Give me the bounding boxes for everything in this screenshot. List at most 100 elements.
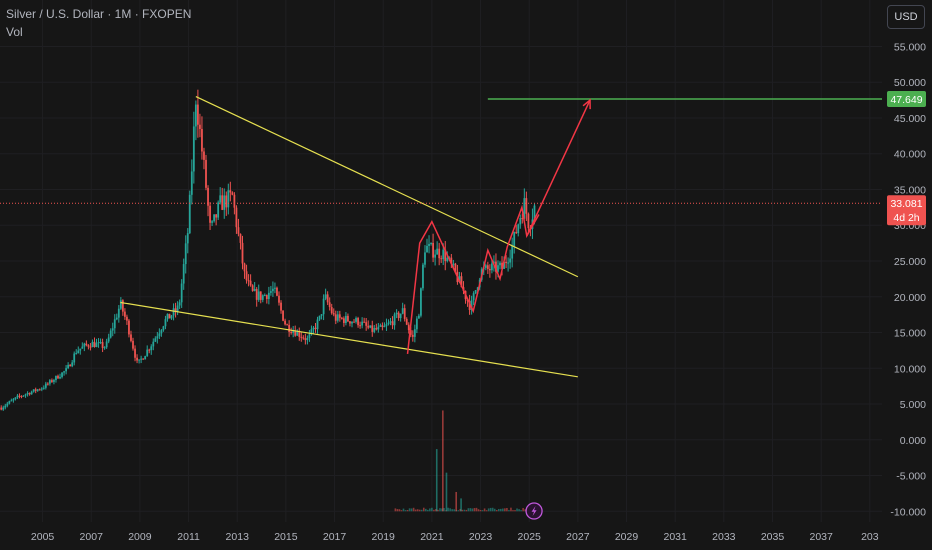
candle-body [16, 395, 19, 398]
candle-body [367, 325, 370, 328]
candle-body [353, 321, 355, 323]
volume-bar [495, 510, 498, 512]
candle-body [446, 257, 449, 262]
candle-body [415, 318, 418, 330]
candle-body [298, 331, 301, 337]
candle-body [69, 364, 72, 367]
candle-body [371, 325, 374, 332]
candle-body [302, 337, 305, 339]
volume-bar [520, 510, 522, 512]
candle-body [513, 232, 516, 246]
candle-body [497, 265, 499, 272]
currency-button[interactable]: USD [887, 5, 925, 29]
candle-body [265, 295, 268, 299]
x-tick-label: 2027 [566, 531, 590, 543]
candle-body [272, 288, 274, 292]
volume-bar [396, 509, 399, 512]
volume-bar [487, 508, 490, 512]
candle-body [123, 311, 126, 317]
volume-bars [394, 410, 537, 512]
candle-body [316, 319, 319, 330]
candle-body [488, 268, 491, 271]
candle-body [24, 394, 27, 396]
volume-bar [424, 508, 427, 512]
candle-body [81, 346, 84, 349]
candle-body [326, 294, 329, 303]
candle-body [375, 328, 378, 330]
volume-bar [412, 507, 415, 512]
volume-bar [471, 508, 474, 512]
candle-body [174, 308, 177, 312]
candle-body [442, 249, 445, 260]
candle-body [300, 336, 303, 338]
candle-body [401, 308, 404, 314]
volume-bar [516, 508, 518, 512]
candle-body [142, 358, 145, 360]
candle-body [172, 308, 175, 316]
volume-spike [455, 491, 458, 512]
candle-body [101, 342, 104, 348]
candle-body [395, 312, 398, 315]
volume-bar [422, 507, 425, 512]
candle-body [12, 399, 15, 401]
candle-body [128, 320, 130, 335]
candle-body [140, 358, 143, 360]
candle-body [51, 380, 53, 382]
candle-body [111, 328, 114, 331]
candle-body [223, 195, 226, 210]
candle-body [10, 400, 13, 402]
candle-body [138, 359, 140, 361]
candle-body [4, 405, 7, 408]
candle-body [267, 292, 270, 299]
candle-body [217, 202, 220, 218]
candle-body [399, 313, 402, 319]
candle-body [501, 262, 503, 269]
x-tick-label: 2021 [420, 531, 444, 543]
candle-body [34, 389, 37, 391]
candle-body [36, 389, 39, 391]
candle-body [280, 302, 282, 311]
candle-body [274, 287, 276, 289]
volume-indicator-label[interactable]: Vol [6, 25, 23, 39]
candle-body [294, 330, 297, 336]
candle-body [417, 315, 420, 319]
candle-body [460, 276, 463, 288]
volume-bar [449, 508, 451, 512]
y-tick-label: 35.000 [894, 184, 926, 196]
candle-body [119, 300, 122, 309]
candle-body [79, 348, 82, 351]
candle-body [158, 333, 161, 337]
candle-body [434, 254, 437, 258]
candle-body [117, 308, 120, 318]
countdown-label: 4d 2h [893, 212, 919, 224]
symbol-title[interactable]: Silver / U.S. Dollar · 1M · FXOPEN [6, 7, 192, 21]
candle-body [486, 265, 489, 269]
candle-body [345, 315, 347, 323]
x-tick-label: 2009 [128, 531, 152, 543]
volume-bar [493, 508, 496, 512]
candle-body [515, 232, 518, 234]
candle-body [221, 195, 224, 210]
x-tick-label: 2015 [274, 531, 298, 543]
candle-body [148, 349, 151, 351]
volume-bar [459, 508, 462, 512]
candle-body [38, 389, 41, 391]
volume-bar [475, 507, 478, 512]
candle-body [505, 261, 507, 264]
volume-bar [469, 508, 472, 512]
candle-body [393, 314, 396, 326]
candle-body [296, 331, 299, 336]
candle-body [201, 128, 203, 152]
candle-body [511, 245, 514, 259]
candle-body [61, 372, 63, 377]
x-tick-label: 2017 [323, 531, 347, 543]
y-tick-label: 10.000 [894, 363, 926, 375]
candle-body [436, 248, 439, 255]
x-tick-label: 2025 [518, 531, 542, 543]
candle-body [308, 334, 311, 338]
y-tick-label: 0.000 [900, 435, 926, 447]
volume-spike [445, 472, 448, 512]
candle-body [391, 321, 394, 326]
candle-body [509, 258, 512, 263]
